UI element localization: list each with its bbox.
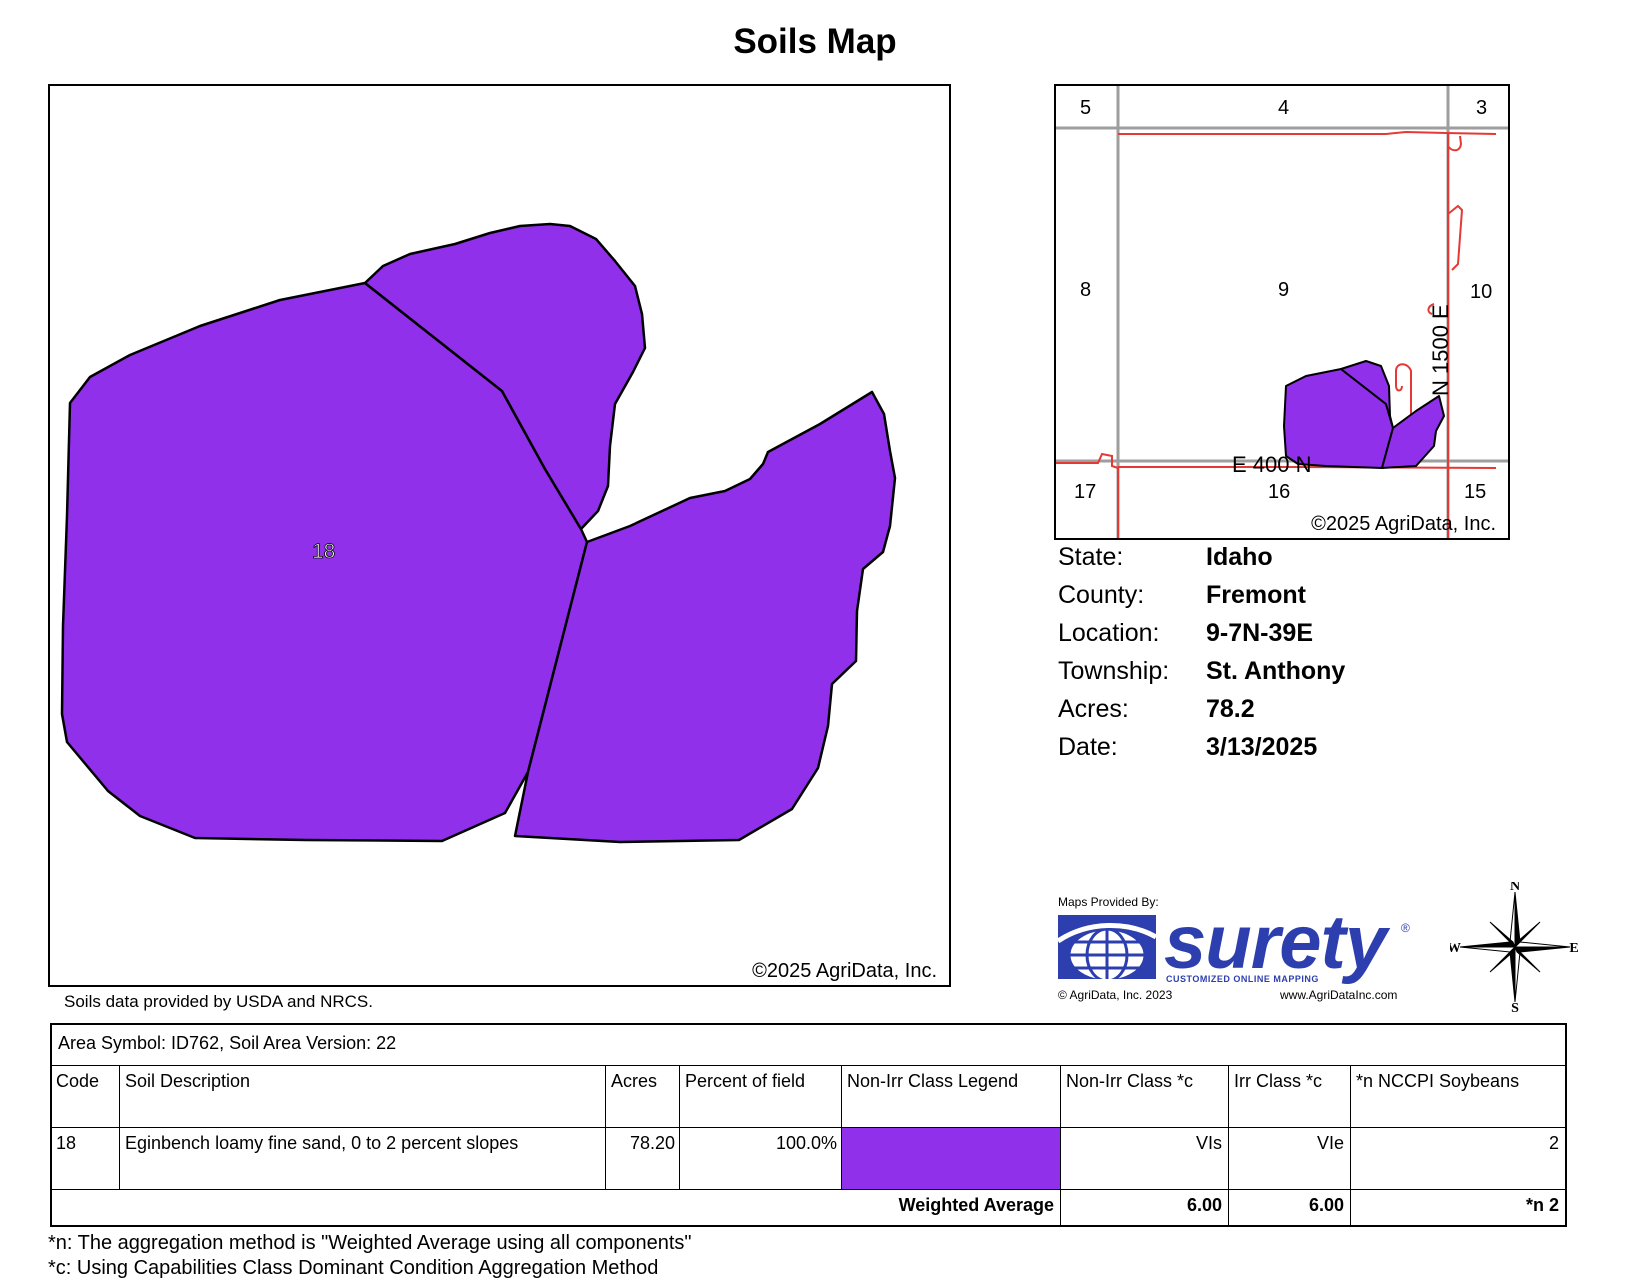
info-value: Fremont [1206, 581, 1306, 609]
info-value: 78.2 [1206, 695, 1255, 723]
col-header-code: Code [56, 1071, 100, 1091]
compass-w: W [1450, 941, 1461, 956]
section-number: 4 [1278, 97, 1289, 119]
locator-polygon-east [1381, 395, 1445, 469]
section-number: 5 [1080, 97, 1091, 119]
main-map-copyright: ©2025 AgriData, Inc. [752, 960, 937, 982]
logo-registered: ® [1401, 921, 1410, 935]
cell-acres: 78.20 [629, 1133, 675, 1153]
cell-code: 18 [56, 1133, 77, 1153]
logo-wordmark: surety [1164, 900, 1387, 985]
main-soils-map[interactable]: 18 ©2025 AgriData, Inc. [48, 84, 951, 987]
info-value: 3/13/2025 [1206, 733, 1318, 761]
info-key: County: [1058, 581, 1145, 609]
compass-s: S [1511, 1001, 1519, 1012]
section-number: 17 [1074, 481, 1096, 503]
col-header-description: Soil Description [125, 1071, 251, 1091]
soils-table: Area Symbol: ID762, Soil Area Version: 2… [50, 1023, 1567, 1227]
cell-percent: 100.0% [775, 1133, 837, 1153]
compass-rose-icon: N S E W [1450, 882, 1579, 1012]
info-key: Township: [1058, 657, 1170, 685]
info-value: St. Anthony [1206, 657, 1346, 685]
soil-map-label: 18 [312, 540, 335, 563]
weighted-non-irr: 6.00 [1186, 1195, 1222, 1215]
locator-field [1283, 360, 1445, 469]
cell-non-irr: VIs [1195, 1133, 1222, 1153]
info-value: 9-7N-39E [1206, 619, 1313, 647]
info-key: Location: [1058, 619, 1160, 647]
cell-description: Eginbench loamy fine sand, 0 to 2 percen… [125, 1133, 519, 1153]
surety-logo: Maps Provided By: surety ® CUSTOMIZED ON… [1058, 895, 1428, 1005]
section-number: 8 [1080, 279, 1091, 301]
compass-e: E [1569, 941, 1578, 956]
globe-icon [1058, 915, 1156, 979]
weighted-irr: 6.00 [1308, 1195, 1344, 1215]
cell-nccpi: 2 [1548, 1133, 1559, 1153]
footnote-n: *n: The aggregation method is "Weighted … [48, 1232, 692, 1254]
road-label-n1500e: N 1500 E [1428, 304, 1453, 396]
page-title: Soils Map [733, 22, 897, 61]
area-symbol: Area Symbol: ID762, Soil Area Version: 2… [58, 1033, 397, 1053]
col-header-percent: Percent of field [685, 1071, 806, 1091]
locator-map-copyright: ©2025 AgriData, Inc. [1311, 513, 1496, 535]
section-number: 15 [1464, 481, 1486, 503]
locator-svg: E 400 N N 1500 E 5 4 3 8 9 10 17 16 15 [1056, 86, 1508, 538]
soil-polygon-west[interactable] [60, 281, 589, 843]
locator-polygon-north [1340, 360, 1394, 429]
cell-legend-swatch [842, 1128, 1060, 1189]
logo-provided-by: Maps Provided By: [1058, 895, 1159, 909]
info-key: Date: [1058, 733, 1118, 761]
section-number: 16 [1268, 481, 1290, 503]
section-number: 10 [1470, 281, 1492, 303]
locator-map[interactable]: E 400 N N 1500 E 5 4 3 8 9 10 17 16 15 ©… [1054, 84, 1510, 540]
footnote-c: *c: Using Capabilities Class Dominant Co… [48, 1257, 659, 1279]
compass-n: N [1510, 882, 1520, 894]
col-header-nccpi: *n NCCPI Soybeans [1356, 1071, 1520, 1091]
info-value: Idaho [1206, 543, 1273, 571]
col-header-non-irr: Non-Irr Class *c [1066, 1071, 1194, 1091]
section-number: 9 [1278, 279, 1289, 301]
col-header-irr: Irr Class *c [1234, 1071, 1323, 1091]
col-header-acres: Acres [611, 1071, 658, 1091]
col-header-legend: Non-Irr Class Legend [847, 1071, 1019, 1091]
logo-tagline: CUSTOMIZED ONLINE MAPPING [1166, 974, 1319, 984]
logo-url: www.AgriDataInc.com [1280, 988, 1398, 1002]
section-numbers: 5 4 3 8 9 10 17 16 15 [1074, 97, 1492, 503]
soil-polygons: 18 [60, 222, 897, 844]
cell-irr: VIe [1316, 1133, 1344, 1153]
weighted-average-label: Weighted Average [898, 1195, 1054, 1215]
soils-data-source: Soils data provided by USDA and NRCS. [64, 992, 373, 1011]
soil-polygon-north[interactable] [363, 222, 647, 531]
info-key: Acres: [1058, 695, 1129, 723]
soil-polygon-east[interactable] [513, 390, 897, 844]
weighted-nccpi: *n 2 [1525, 1195, 1559, 1215]
section-number: 3 [1476, 97, 1487, 119]
logo-copyright: © AgriData, Inc. 2023 [1058, 988, 1173, 1002]
road-label-e400n: E 400 N [1232, 452, 1312, 477]
roads [1056, 130, 1497, 538]
info-key: State: [1058, 543, 1124, 571]
